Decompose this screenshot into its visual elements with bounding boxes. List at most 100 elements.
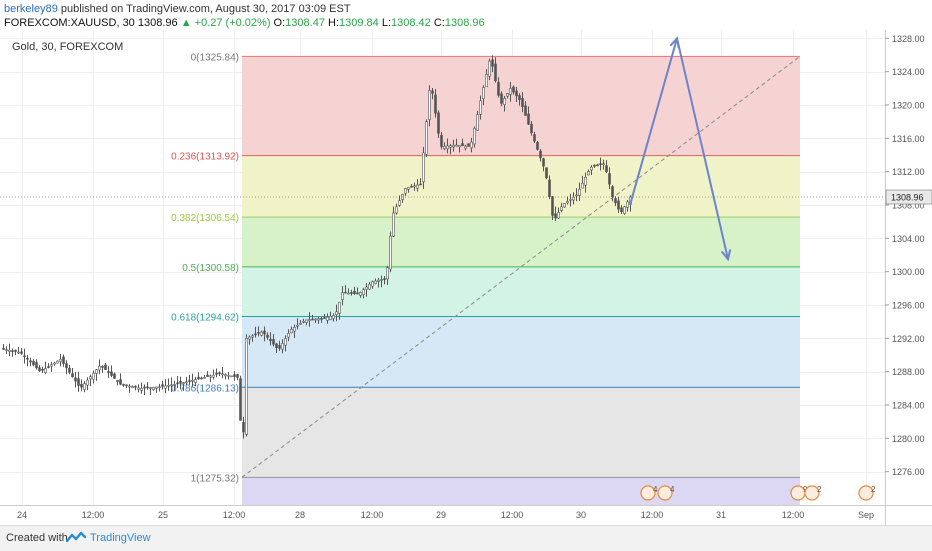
candle-body xyxy=(155,386,158,389)
price-tick-label: 1292.00 xyxy=(892,334,925,344)
candle xyxy=(398,195,401,207)
candle-body xyxy=(8,349,11,352)
candle-body xyxy=(143,386,146,389)
candle-body xyxy=(188,380,191,382)
candle-body xyxy=(245,338,248,435)
tradingview-link[interactable]: TradingView xyxy=(90,532,151,544)
candle xyxy=(17,347,20,354)
candle xyxy=(383,275,386,285)
candle xyxy=(596,163,599,167)
candle-body xyxy=(386,267,389,280)
candle xyxy=(623,205,626,215)
candle xyxy=(419,178,422,186)
candle-body xyxy=(323,317,326,319)
fib-level-label: 0.618(1294.62) xyxy=(171,313,239,324)
candle xyxy=(476,110,479,131)
candle xyxy=(473,126,476,148)
candle-body xyxy=(362,289,365,295)
candle xyxy=(500,91,503,107)
candle xyxy=(515,86,518,102)
candle-body xyxy=(29,360,32,363)
price-tick-label: 1284.00 xyxy=(892,401,925,411)
candle xyxy=(278,340,281,351)
last-price: 1308.96 xyxy=(137,17,178,29)
candle xyxy=(209,374,212,383)
candle-body xyxy=(497,82,500,96)
candle-body xyxy=(227,374,230,377)
candle xyxy=(317,316,320,324)
candle xyxy=(566,196,569,205)
candle-body xyxy=(257,332,260,334)
price-tick-label: 1296.00 xyxy=(892,301,925,311)
candle xyxy=(119,373,122,386)
price-axis[interactable]: 1276.00 1280.00 1284.00 1288.00 1292.00 1296.… xyxy=(885,34,925,477)
candle-body xyxy=(506,93,509,97)
projection-arrow[interactable] xyxy=(629,36,732,262)
candle xyxy=(74,372,77,388)
candle-body xyxy=(107,371,110,373)
candle-body xyxy=(293,327,296,332)
trend-line-path xyxy=(241,55,801,478)
author-link[interactable]: berkeley89 xyxy=(4,3,58,15)
candle-body xyxy=(50,364,53,367)
candle-body xyxy=(620,207,623,213)
candle xyxy=(218,371,221,377)
candle-body xyxy=(581,182,584,189)
candle-body xyxy=(206,374,209,377)
candle-body xyxy=(194,379,197,383)
event-count: 2 xyxy=(817,485,822,494)
candle xyxy=(179,376,182,390)
candle-body xyxy=(578,188,581,196)
candle-body xyxy=(128,385,131,388)
time-tick-label: 28 xyxy=(295,510,305,520)
price-change: ▲ +0.27 (+0.02%) xyxy=(180,17,271,29)
candle xyxy=(407,187,410,193)
time-tick-label: 24 xyxy=(17,510,27,520)
candle-body xyxy=(77,378,80,386)
candle-body xyxy=(74,377,77,382)
candle-body xyxy=(407,187,410,190)
last-price-marker: 1308.96 xyxy=(0,189,932,205)
candle xyxy=(11,348,14,357)
tradingview-logo-icon xyxy=(66,531,86,543)
candle xyxy=(458,145,461,153)
time-tick-label: 12:00 xyxy=(82,510,105,520)
price-chart[interactable]: 0(1325.84) 0.236(1313.92) 0.382(1306.54) 0.… xyxy=(0,30,932,525)
candle xyxy=(545,167,548,180)
price-tick-label: 1280.00 xyxy=(892,434,925,444)
candle-body xyxy=(149,387,152,389)
price-tick-label: 1300.00 xyxy=(892,267,925,277)
candle-body xyxy=(53,362,56,365)
candle-body xyxy=(164,385,167,389)
candle-body xyxy=(479,100,482,115)
time-tick-label: 12:00 xyxy=(782,510,805,520)
candle xyxy=(350,289,353,296)
time-axis[interactable]: 24 12:00 25 12:00 28 12:00 29 12:00 30 12:00 31 12:… xyxy=(17,510,874,520)
candle-body xyxy=(35,362,38,369)
candle xyxy=(185,376,188,386)
candle xyxy=(533,131,536,143)
fibonacci-retracement[interactable]: 0(1325.84) 0.236(1313.92) 0.382(1306.54) 0.… xyxy=(171,52,800,505)
event-count: 4 xyxy=(653,485,658,494)
candle xyxy=(314,317,317,324)
footer: Created with TradingView xyxy=(0,525,932,551)
candle xyxy=(80,379,83,392)
candle xyxy=(506,93,509,99)
candle xyxy=(56,360,59,364)
fib-band xyxy=(242,56,800,156)
candle-body xyxy=(371,281,374,287)
candle xyxy=(299,320,302,325)
candle-body xyxy=(311,318,314,321)
candle-body xyxy=(68,367,71,373)
candle-body xyxy=(299,323,302,325)
candle xyxy=(92,370,95,384)
candle xyxy=(161,380,164,390)
candle xyxy=(449,143,452,155)
trend-line[interactable] xyxy=(241,55,801,478)
candle xyxy=(248,335,251,345)
candle-body xyxy=(167,385,170,387)
candle xyxy=(236,373,239,381)
candle xyxy=(560,202,563,213)
candle xyxy=(467,143,470,147)
